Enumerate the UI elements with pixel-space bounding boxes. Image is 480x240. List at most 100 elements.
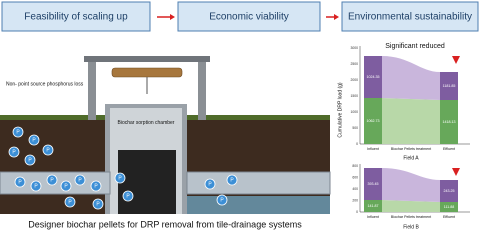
y-tick-label: 400 <box>352 187 358 191</box>
phosphorus-dot <box>24 154 36 166</box>
value-label: 243.25 <box>444 189 455 193</box>
pipe-out <box>186 171 331 195</box>
bar <box>364 56 382 98</box>
phosphorus-label: P <box>220 198 224 204</box>
phosphorus-dot <box>114 172 126 184</box>
bar <box>364 168 382 200</box>
y-tick-label: 0 <box>356 142 358 146</box>
value-label: 1181.85 <box>443 84 456 88</box>
phosphorus-dot <box>226 174 238 186</box>
y-ticks: 0 200 400 600 800 <box>352 164 358 214</box>
category: Influent <box>367 215 379 219</box>
step-label: Feasibility of scaling up <box>24 12 128 23</box>
water <box>187 196 330 214</box>
graphical-abstract: Feasibility of scaling up Economic viabi… <box>0 1 479 230</box>
phosphorus-label: P <box>16 130 20 136</box>
phosphorus-label: P <box>34 184 38 190</box>
phosphorus-dot <box>216 194 228 206</box>
phosphorus-dot <box>60 180 72 192</box>
phosphorus-label: P <box>96 202 100 208</box>
rope-roll <box>111 67 183 78</box>
phosphorus-label: P <box>12 150 16 156</box>
value-label: 393.45 <box>368 182 379 186</box>
arrow-down <box>452 168 460 176</box>
y-tick-label: 500 <box>352 126 358 130</box>
bar <box>440 180 458 202</box>
phosphorus-dot <box>90 180 102 192</box>
value-label: 1062.73 <box>367 119 380 123</box>
arrow-head <box>170 14 175 20</box>
phosphorus-label: P <box>32 138 36 144</box>
band <box>382 56 440 100</box>
value-label: 1024.35 <box>367 75 380 79</box>
post <box>88 60 96 120</box>
caption: Designer biochar pellets for DRP removal… <box>28 219 302 229</box>
phosphorus-label: P <box>50 178 54 184</box>
phosphorus-dot <box>30 180 42 192</box>
phosphorus-dot <box>64 196 76 208</box>
y-tick-label: 2500 <box>350 62 358 66</box>
y-tick-label: 600 <box>352 175 358 179</box>
category: Effluent <box>443 215 455 219</box>
phosphorus-dot <box>74 174 86 186</box>
chamber-label: Biochar sorption chamber <box>118 120 175 126</box>
phosphorus-dot <box>12 126 24 138</box>
step-box <box>341 1 479 32</box>
category: Effluent <box>443 147 455 151</box>
arrow-down <box>452 56 460 64</box>
phosphorus-dot <box>122 190 134 202</box>
source-label: Non- point source phosphorus loss <box>6 81 84 87</box>
value-label: 141.87 <box>368 204 379 208</box>
bar <box>440 202 458 212</box>
y-tick-label: 200 <box>352 198 358 202</box>
step-label: Environmental sustainability <box>348 12 472 23</box>
treatment: Biochar Pellets treatment <box>391 147 431 151</box>
y-tick-label: 800 <box>352 164 358 168</box>
post <box>198 60 206 120</box>
step-box <box>1 1 151 32</box>
y-ticks: 0 500 1000 1500 2000 2500 3000 <box>350 46 358 146</box>
arrow-head <box>334 14 339 20</box>
phosphorus-label: P <box>126 194 130 200</box>
phosphorus-dot <box>8 146 20 158</box>
page: {"header": {"steps": ["Feasibility of sc… <box>0 1 479 231</box>
phosphorus-dot <box>14 176 26 188</box>
phosphorus-dot <box>92 198 104 210</box>
value-label: 111.88 <box>444 205 454 209</box>
value-label: 1418.13 <box>443 120 456 124</box>
phosphorus-label: P <box>46 148 50 154</box>
y-tick-label: 2000 <box>350 78 358 82</box>
phosphorus-label: P <box>28 158 32 164</box>
phosphorus-label: P <box>230 178 234 184</box>
bar <box>364 98 382 144</box>
beam <box>84 56 210 62</box>
bar <box>440 72 458 100</box>
results-title: Significant reduced <box>385 43 445 50</box>
category: Influent <box>367 147 379 151</box>
phosphorus-label: P <box>18 180 22 186</box>
biochar <box>118 150 176 214</box>
bar <box>364 200 382 212</box>
y-tick-label: 3000 <box>350 46 358 50</box>
phosphorus-group: P P P P P P P P P P P P P P P P P P <box>8 126 238 210</box>
band <box>382 98 440 144</box>
phosphorus-dot <box>28 134 40 146</box>
treatment: Biochar Pellets treatment <box>391 215 431 219</box>
y-tick-label: 1500 <box>350 94 358 98</box>
phosphorus-label: P <box>118 176 122 182</box>
band <box>382 168 440 202</box>
step-label: Economic viability <box>209 12 288 23</box>
field-label: Field B <box>403 224 419 230</box>
bar <box>440 100 458 144</box>
field-label: Field A <box>403 155 419 161</box>
y-label: Cumulative DRP load (g) <box>337 82 343 138</box>
phosphorus-label: P <box>94 184 98 190</box>
phosphorus-dot <box>46 174 58 186</box>
step-box <box>177 1 321 32</box>
phosphorus-label: P <box>64 184 68 190</box>
y-tick-label: 0 <box>356 210 358 214</box>
phosphorus-dot <box>42 144 54 156</box>
y-tick-label: 1000 <box>350 110 358 114</box>
band <box>382 200 440 212</box>
phosphorus-label: P <box>208 182 212 188</box>
